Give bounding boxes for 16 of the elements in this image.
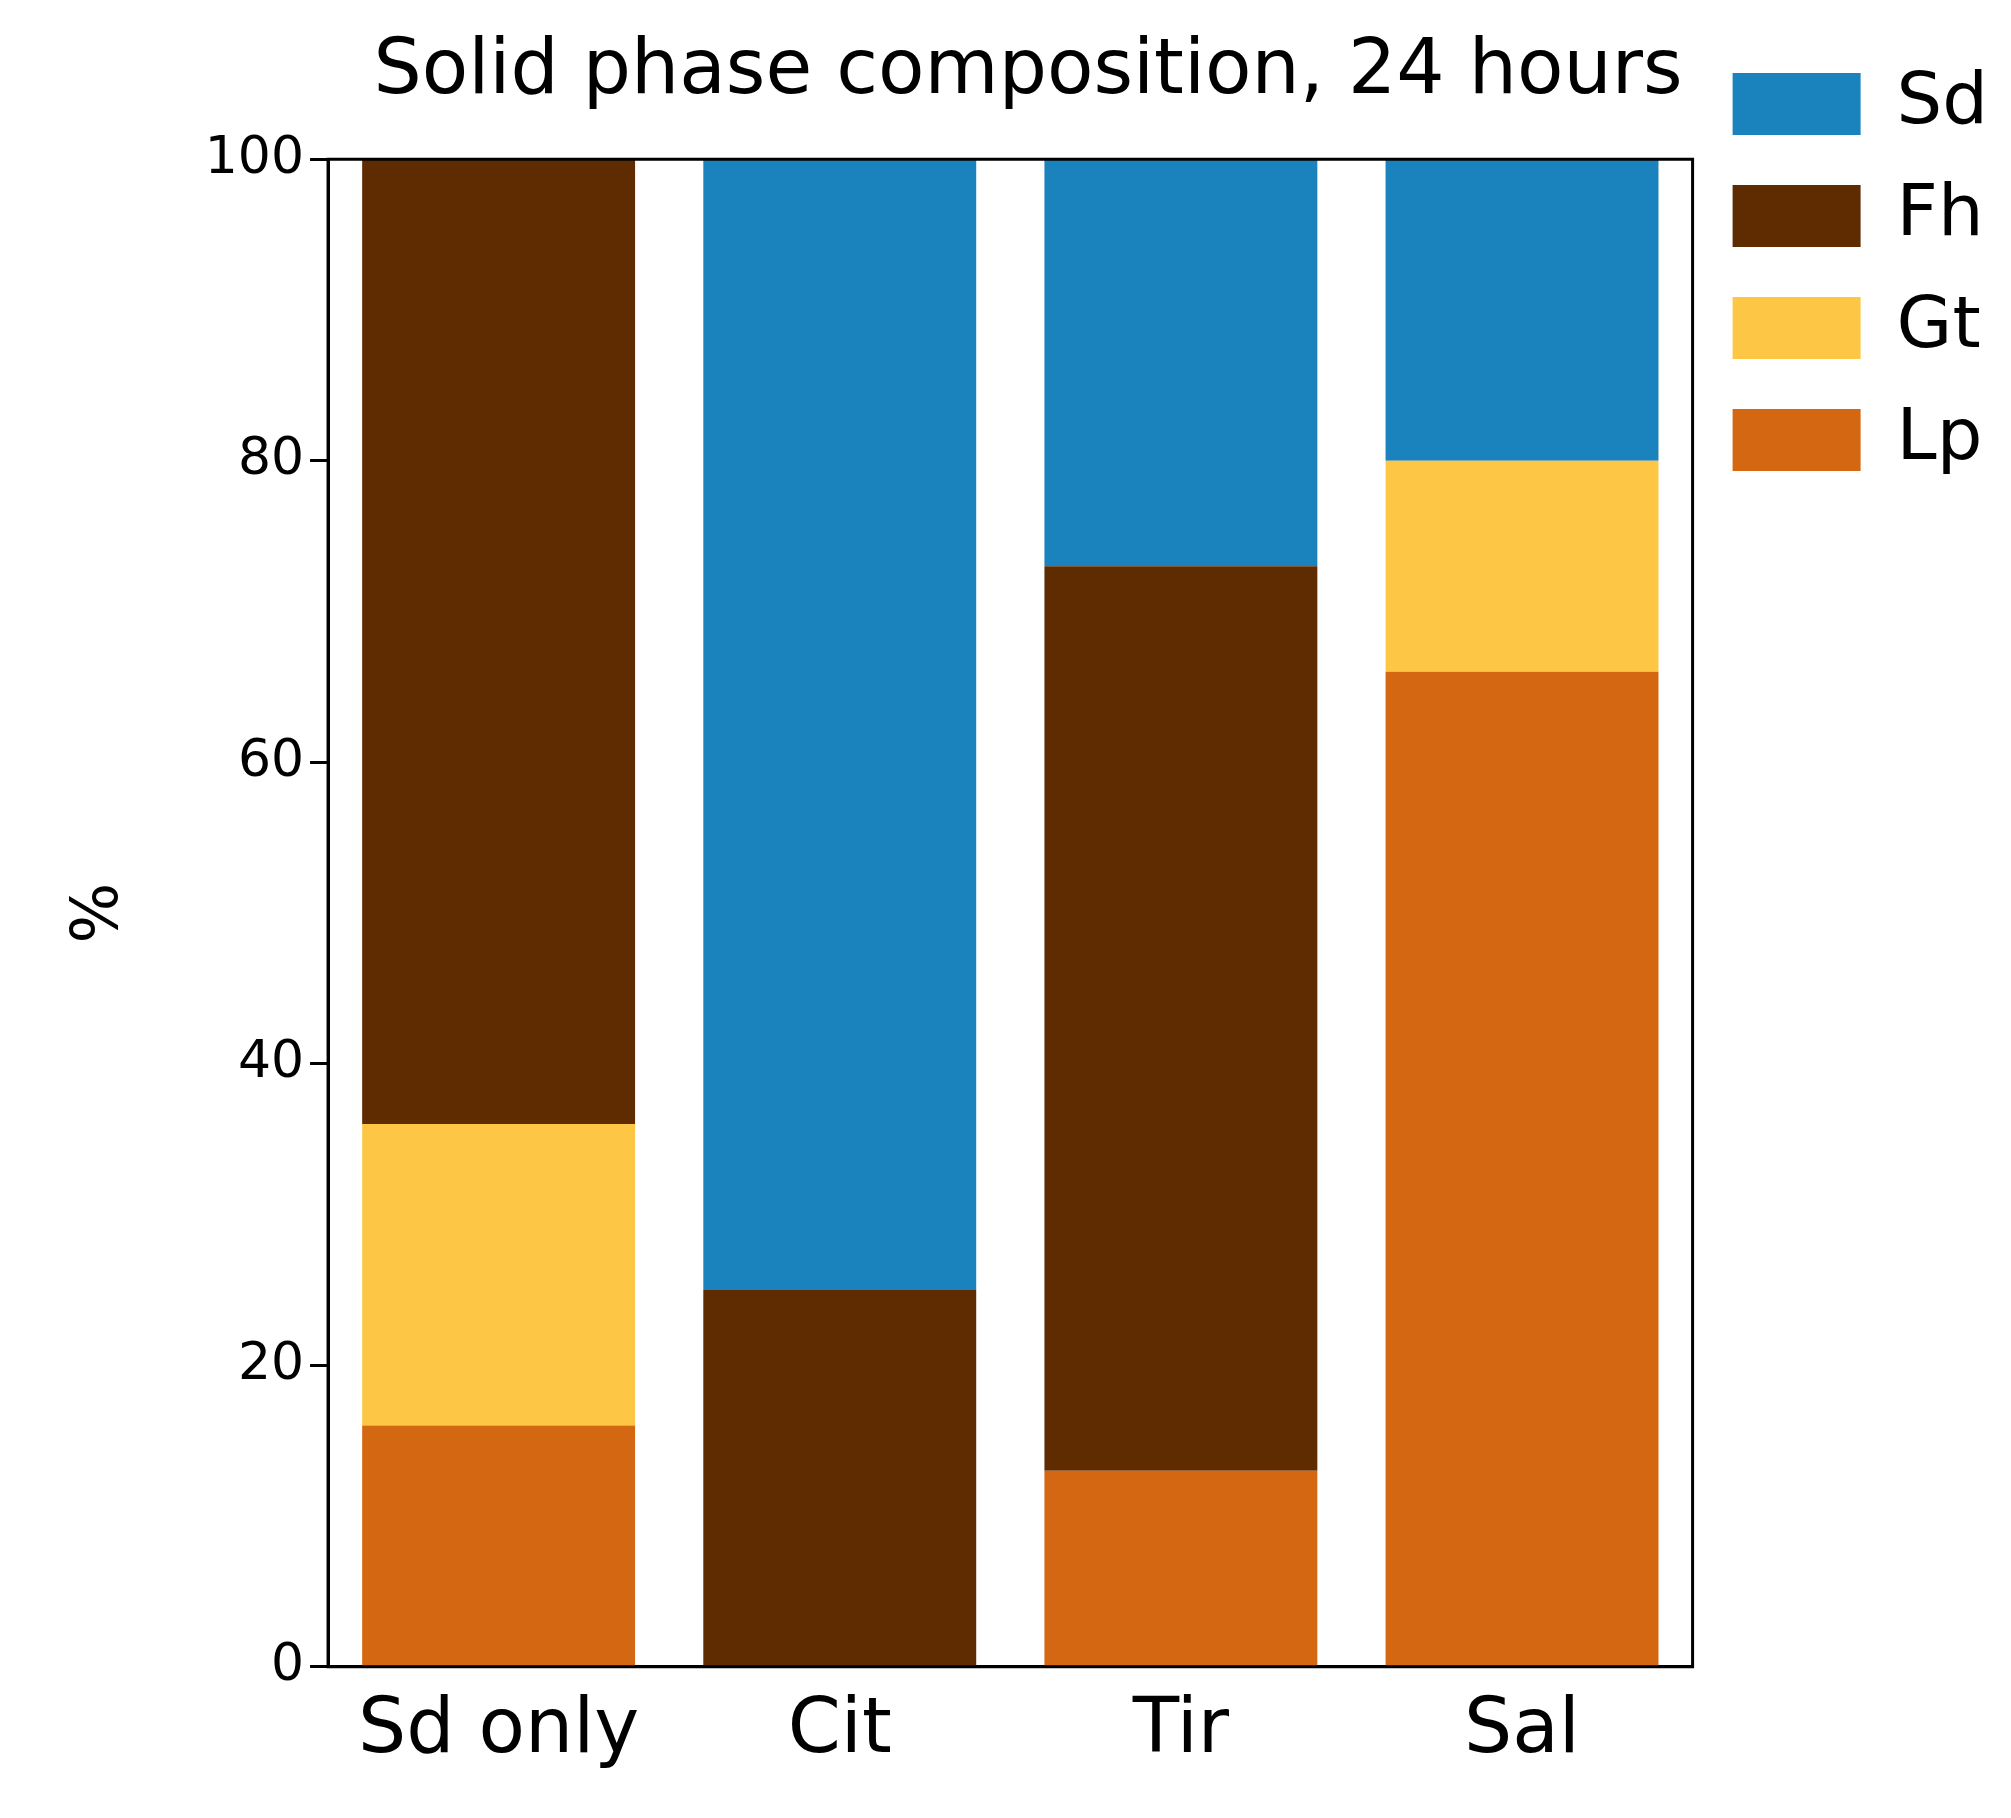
legend-label: Lp	[1896, 391, 1983, 476]
y-tick-label: 0	[270, 1632, 305, 1693]
x-tick-label: Sal	[1464, 1681, 1580, 1771]
y-tick-label: 20	[237, 1330, 305, 1391]
x-tick-label: Cit	[787, 1681, 892, 1771]
x-tick-label: Tir	[1131, 1681, 1230, 1771]
chart-title: Solid phase composition, 24 hours	[373, 22, 1683, 112]
legend-label: Fh	[1896, 167, 1984, 252]
y-tick-label: 100	[204, 124, 305, 185]
y-tick-label: 80	[237, 426, 305, 487]
x-tick-label: Sd only	[357, 1681, 640, 1771]
y-tick-label: 40	[237, 1029, 305, 1090]
y-tick-label: 60	[237, 727, 305, 788]
legend-label: Gt	[1896, 279, 1981, 364]
legend-label: Sd	[1896, 55, 1988, 140]
y-axis-title: %	[58, 882, 133, 944]
